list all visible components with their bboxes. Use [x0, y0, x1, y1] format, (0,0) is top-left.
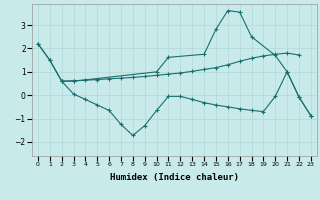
- X-axis label: Humidex (Indice chaleur): Humidex (Indice chaleur): [110, 173, 239, 182]
